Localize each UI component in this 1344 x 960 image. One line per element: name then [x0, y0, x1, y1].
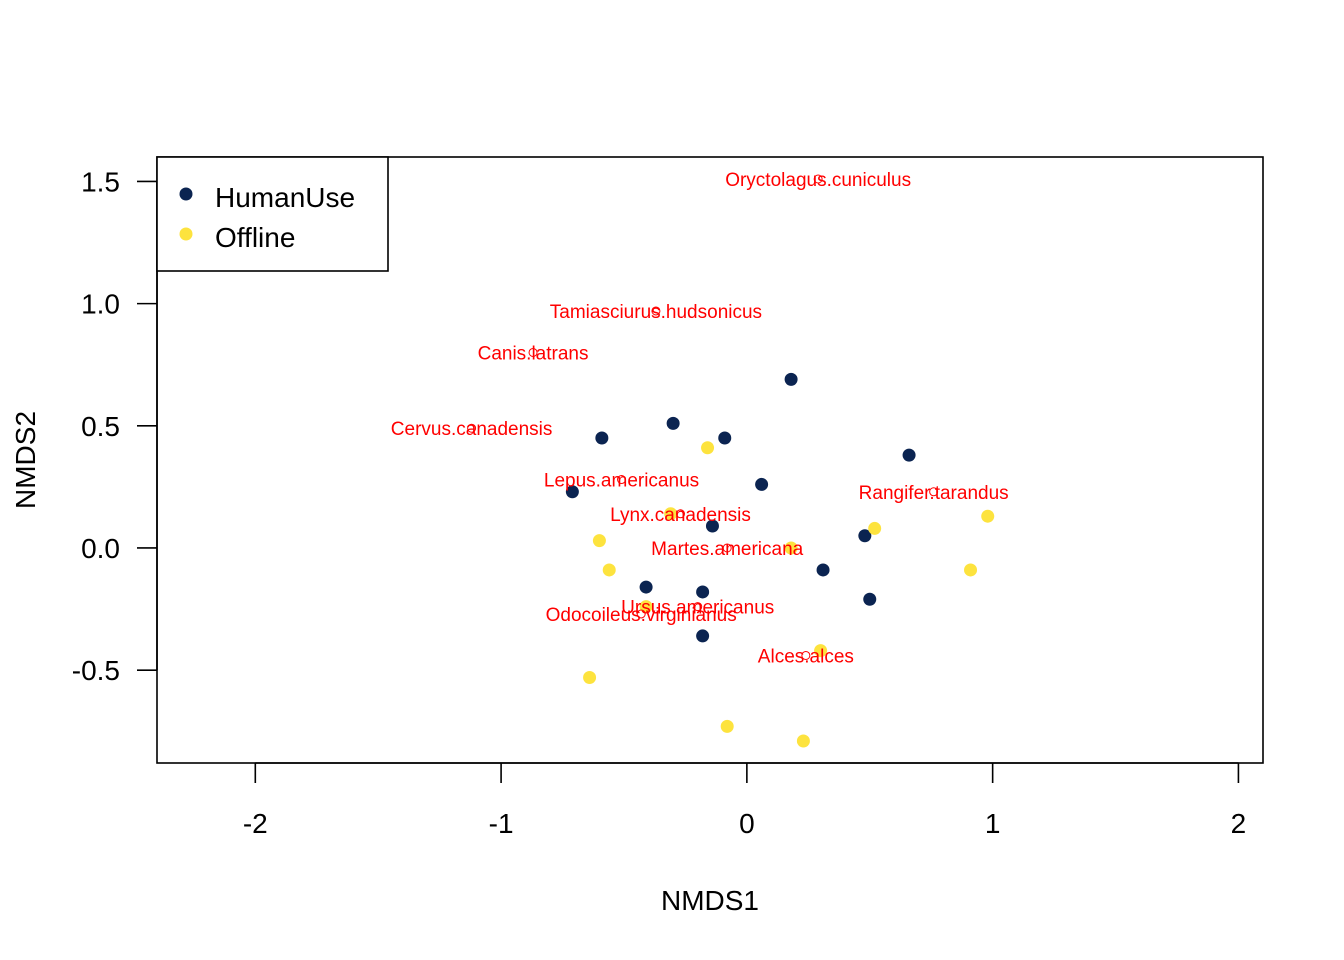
point-humanuse [696, 585, 710, 599]
point-offline [701, 441, 715, 455]
point-offline [964, 563, 978, 577]
species-marker [929, 487, 939, 497]
x-tick-label: 0 [739, 808, 755, 839]
point-offline [592, 534, 606, 548]
point-humanuse [863, 592, 877, 606]
point-offline [784, 541, 798, 555]
species-marker [651, 306, 661, 316]
x-tick-label: -2 [243, 808, 268, 839]
point-offline [602, 563, 616, 577]
point-humanuse [858, 529, 872, 543]
legend-label-humanuse: HumanUse [215, 182, 355, 213]
species-label: Cervus.canadensis [391, 419, 553, 440]
point-humanuse [565, 485, 579, 499]
legend-marker-humanuse [179, 187, 193, 201]
species-marker [693, 602, 703, 612]
species-marker [528, 347, 538, 357]
point-offline [814, 644, 828, 658]
species-marker [722, 543, 732, 553]
x-tick-label: 2 [1231, 808, 1247, 839]
point-humanuse [784, 372, 798, 386]
x-axis-title: NMDS1 [661, 885, 759, 916]
point-humanuse [816, 563, 830, 577]
species-marker [617, 475, 627, 485]
data-points [565, 372, 995, 748]
y-tick-label: 1.5 [81, 166, 120, 197]
point-humanuse [902, 448, 916, 462]
species-marker [636, 609, 646, 619]
species-label: Tamiasciurus.hudsonicus [550, 302, 762, 323]
point-humanuse [705, 519, 719, 533]
legend-box [156, 156, 389, 272]
y-tick-label: 0.0 [81, 533, 120, 564]
species-label: Lepus.americanus [544, 471, 699, 492]
point-offline [664, 507, 678, 521]
y-tick-label: -0.5 [72, 655, 120, 686]
legend: HumanUse Offline [156, 156, 389, 272]
point-offline [981, 509, 995, 523]
point-humanuse [666, 416, 680, 430]
point-humanuse [696, 629, 710, 643]
point-offline [868, 521, 882, 535]
point-offline [796, 734, 810, 748]
species-label: Lynx.canadensis [610, 505, 751, 526]
x-tick-label: 1 [985, 808, 1001, 839]
y-axis-title: NMDS2 [10, 411, 41, 509]
point-humanuse [718, 431, 732, 445]
species-label: Rangifer.tarandus [859, 483, 1009, 504]
y-tick-label: 1.0 [81, 289, 120, 320]
species-marker [676, 509, 686, 519]
x-tick-label: -1 [489, 808, 514, 839]
x-axis: -2 -1 0 1 2 [243, 762, 1247, 839]
species-marker [813, 174, 823, 184]
point-humanuse [755, 477, 769, 491]
y-tick-label: 0.5 [81, 411, 120, 442]
species-label: Martes.americana [651, 539, 803, 560]
y-axis: -0.5 0.0 0.5 1.0 1.5 [72, 166, 158, 686]
species-marker [467, 423, 477, 433]
species-labels: Oryctolagus.cuniculus Tamiasciurus.hudson… [391, 170, 1009, 667]
legend-label-offline: Offline [215, 222, 295, 253]
species-label: Odocoileus.virginianus [546, 605, 737, 626]
species-label: Canis.latrans [478, 343, 589, 364]
legend-marker-offline [179, 227, 193, 241]
species-label: Oryctolagus.cuniculus [725, 170, 911, 191]
species-label: Ursus.americanus [621, 598, 774, 619]
point-offline [720, 719, 734, 733]
species-label: Alces.alces [758, 646, 854, 667]
point-humanuse [595, 431, 609, 445]
species-marker [801, 650, 811, 660]
point-humanuse [639, 580, 653, 594]
point-offline [583, 670, 597, 684]
